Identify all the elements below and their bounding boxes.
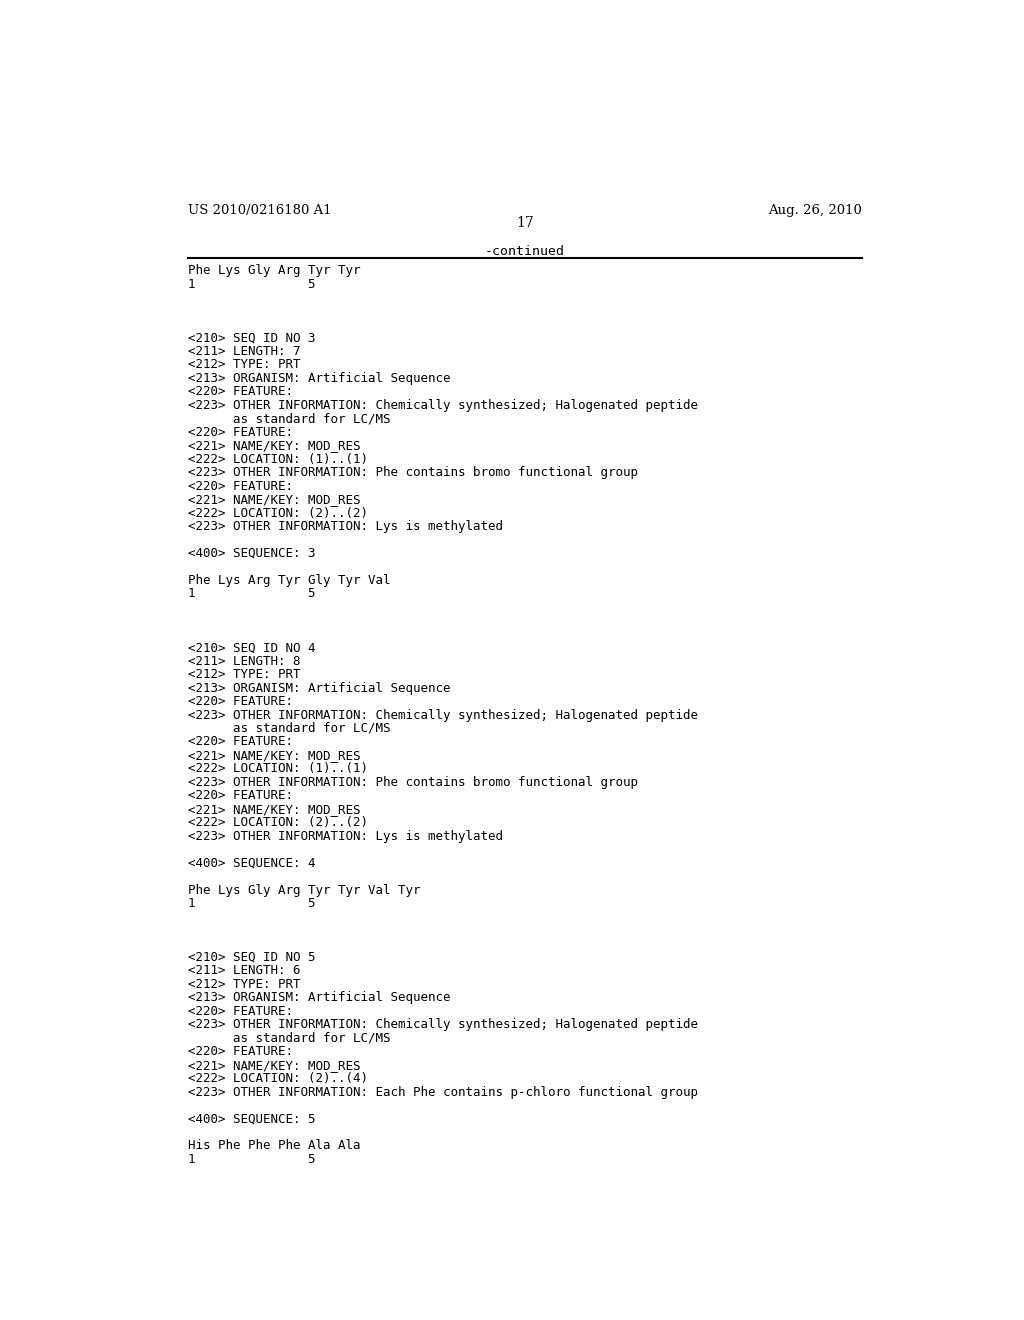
- Text: <220> FEATURE:: <220> FEATURE:: [187, 1045, 293, 1059]
- Text: <223> OTHER INFORMATION: Chemically synthesized; Halogenated peptide: <223> OTHER INFORMATION: Chemically synt…: [187, 1018, 697, 1031]
- Text: <212> TYPE: PRT: <212> TYPE: PRT: [187, 358, 300, 371]
- Text: <221> NAME/KEY: MOD_RES: <221> NAME/KEY: MOD_RES: [187, 1059, 360, 1072]
- Text: Phe Lys Gly Arg Tyr Tyr Val Tyr: Phe Lys Gly Arg Tyr Tyr Val Tyr: [187, 883, 420, 896]
- Text: <211> LENGTH: 6: <211> LENGTH: 6: [187, 965, 300, 977]
- Text: as standard for LC/MS: as standard for LC/MS: [187, 722, 390, 735]
- Text: <223> OTHER INFORMATION: Lys is methylated: <223> OTHER INFORMATION: Lys is methylat…: [187, 830, 503, 842]
- Text: <221> NAME/KEY: MOD_RES: <221> NAME/KEY: MOD_RES: [187, 748, 360, 762]
- Text: <220> FEATURE:: <220> FEATURE:: [187, 385, 293, 399]
- Text: <220> FEATURE:: <220> FEATURE:: [187, 735, 293, 748]
- Text: <400> SEQUENCE: 3: <400> SEQUENCE: 3: [187, 546, 315, 560]
- Text: <223> OTHER INFORMATION: Chemically synthesized; Halogenated peptide: <223> OTHER INFORMATION: Chemically synt…: [187, 399, 697, 412]
- Text: as standard for LC/MS: as standard for LC/MS: [187, 1032, 390, 1044]
- Text: Aug. 26, 2010: Aug. 26, 2010: [768, 205, 862, 216]
- Text: <210> SEQ ID NO 3: <210> SEQ ID NO 3: [187, 331, 315, 345]
- Text: <220> FEATURE:: <220> FEATURE:: [187, 479, 293, 492]
- Text: <223> OTHER INFORMATION: Phe contains bromo functional group: <223> OTHER INFORMATION: Phe contains br…: [187, 466, 638, 479]
- Text: <210> SEQ ID NO 4: <210> SEQ ID NO 4: [187, 642, 315, 655]
- Text: <223> OTHER INFORMATION: Phe contains bromo functional group: <223> OTHER INFORMATION: Phe contains br…: [187, 776, 638, 789]
- Text: <210> SEQ ID NO 5: <210> SEQ ID NO 5: [187, 950, 315, 964]
- Text: <212> TYPE: PRT: <212> TYPE: PRT: [187, 978, 300, 991]
- Text: <223> OTHER INFORMATION: Each Phe contains p-chloro functional group: <223> OTHER INFORMATION: Each Phe contai…: [187, 1085, 697, 1098]
- Text: His Phe Phe Phe Ala Ala: His Phe Phe Phe Ala Ala: [187, 1139, 360, 1152]
- Text: <212> TYPE: PRT: <212> TYPE: PRT: [187, 668, 300, 681]
- Text: 1               5: 1 5: [187, 277, 315, 290]
- Text: 1               5: 1 5: [187, 1152, 315, 1166]
- Text: <213> ORGANISM: Artificial Sequence: <213> ORGANISM: Artificial Sequence: [187, 372, 450, 385]
- Text: <213> ORGANISM: Artificial Sequence: <213> ORGANISM: Artificial Sequence: [187, 991, 450, 1005]
- Text: <213> ORGANISM: Artificial Sequence: <213> ORGANISM: Artificial Sequence: [187, 681, 450, 694]
- Text: 1               5: 1 5: [187, 898, 315, 909]
- Text: <221> NAME/KEY: MOD_RES: <221> NAME/KEY: MOD_RES: [187, 803, 360, 816]
- Text: <223> OTHER INFORMATION: Chemically synthesized; Halogenated peptide: <223> OTHER INFORMATION: Chemically synt…: [187, 709, 697, 722]
- Text: Phe Lys Gly Arg Tyr Tyr: Phe Lys Gly Arg Tyr Tyr: [187, 264, 360, 277]
- Text: 17: 17: [516, 216, 534, 230]
- Text: <223> OTHER INFORMATION: Lys is methylated: <223> OTHER INFORMATION: Lys is methylat…: [187, 520, 503, 533]
- Text: <221> NAME/KEY: MOD_RES: <221> NAME/KEY: MOD_RES: [187, 494, 360, 506]
- Text: as standard for LC/MS: as standard for LC/MS: [187, 412, 390, 425]
- Text: 1               5: 1 5: [187, 587, 315, 601]
- Text: <222> LOCATION: (2)..(4): <222> LOCATION: (2)..(4): [187, 1072, 368, 1085]
- Text: <211> LENGTH: 8: <211> LENGTH: 8: [187, 655, 300, 668]
- Text: <220> FEATURE:: <220> FEATURE:: [187, 426, 293, 438]
- Text: <220> FEATURE:: <220> FEATURE:: [187, 1005, 293, 1018]
- Text: <400> SEQUENCE: 5: <400> SEQUENCE: 5: [187, 1113, 315, 1126]
- Text: <220> FEATURE:: <220> FEATURE:: [187, 789, 293, 803]
- Text: Phe Lys Arg Tyr Gly Tyr Val: Phe Lys Arg Tyr Gly Tyr Val: [187, 574, 390, 587]
- Text: <222> LOCATION: (1)..(1): <222> LOCATION: (1)..(1): [187, 763, 368, 775]
- Text: -continued: -continued: [484, 244, 565, 257]
- Text: <211> LENGTH: 7: <211> LENGTH: 7: [187, 345, 300, 358]
- Text: <400> SEQUENCE: 4: <400> SEQUENCE: 4: [187, 857, 315, 870]
- Text: <221> NAME/KEY: MOD_RES: <221> NAME/KEY: MOD_RES: [187, 440, 360, 453]
- Text: <222> LOCATION: (2)..(2): <222> LOCATION: (2)..(2): [187, 816, 368, 829]
- Text: <222> LOCATION: (1)..(1): <222> LOCATION: (1)..(1): [187, 453, 368, 466]
- Text: <220> FEATURE:: <220> FEATURE:: [187, 696, 293, 708]
- Text: <222> LOCATION: (2)..(2): <222> LOCATION: (2)..(2): [187, 507, 368, 520]
- Text: US 2010/0216180 A1: US 2010/0216180 A1: [187, 205, 331, 216]
